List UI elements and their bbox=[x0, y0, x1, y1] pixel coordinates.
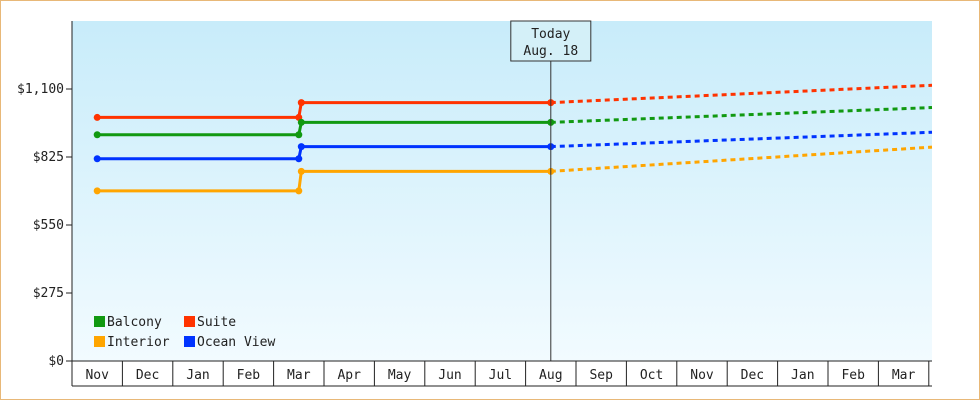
x-tick-label: Jul bbox=[489, 368, 512, 383]
data-point-ocean-view bbox=[297, 143, 305, 151]
series-ocean-view bbox=[93, 130, 933, 163]
series-line-ocean-view bbox=[97, 145, 551, 161]
legend-item-suite: Suite bbox=[184, 315, 236, 330]
y-tick-label: $825 bbox=[33, 150, 64, 165]
legend-swatch bbox=[94, 336, 105, 347]
x-tick-label: Feb bbox=[841, 368, 865, 383]
x-tick-label: Feb bbox=[237, 368, 261, 383]
legend-label: Interior bbox=[107, 335, 170, 350]
today-date: Aug. 18 bbox=[523, 44, 578, 59]
data-point-ocean-view bbox=[295, 155, 303, 163]
y-tick-label: $1,100 bbox=[17, 82, 64, 97]
legend-swatch bbox=[184, 336, 195, 347]
data-point-balcony bbox=[295, 131, 303, 139]
data-point-balcony bbox=[297, 118, 305, 126]
x-tick-label: Oct bbox=[640, 368, 663, 383]
data-point-ocean-view bbox=[93, 155, 101, 163]
series-projection-balcony bbox=[550, 106, 933, 124]
x-tick-label: Dec bbox=[136, 368, 159, 383]
data-point-suite bbox=[93, 113, 101, 121]
data-point-interior bbox=[93, 187, 101, 195]
x-tick-label: Nov bbox=[690, 368, 714, 383]
series-projection-ocean-view bbox=[550, 130, 933, 149]
x-tick-label: Jan bbox=[186, 368, 209, 383]
legend-swatch bbox=[94, 316, 105, 327]
x-tick-label: Apr bbox=[337, 368, 361, 383]
x-tick-label: Mar bbox=[287, 368, 311, 383]
data-point-interior bbox=[297, 167, 305, 175]
series-line-suite bbox=[97, 101, 551, 119]
today-marker: Today Aug. 18 bbox=[510, 20, 592, 361]
y-tick-label: $275 bbox=[33, 286, 64, 301]
x-tick-label: Nov bbox=[85, 368, 109, 383]
today-label: Today bbox=[531, 27, 570, 42]
series-projection-suite bbox=[550, 83, 933, 105]
x-tick-label: May bbox=[388, 368, 412, 383]
axes: $0 $275 $550 $825 $1,100 Nov Dec Jan Feb Mar Apr Ma… bbox=[17, 21, 932, 387]
legend: Balcony Suite Interior Ocean View bbox=[94, 315, 275, 350]
x-tick-label: Dec bbox=[741, 368, 764, 383]
data-point-suite bbox=[297, 99, 305, 107]
x-tick-label: Jun bbox=[438, 368, 461, 383]
legend-item-ocean-view: Ocean View bbox=[184, 335, 275, 350]
x-tick-label: Sep bbox=[589, 368, 613, 383]
legend-swatch bbox=[184, 316, 195, 327]
series-layer bbox=[93, 83, 933, 195]
legend-item-interior: Interior bbox=[94, 335, 170, 350]
data-point-interior bbox=[295, 187, 303, 195]
series-balcony bbox=[93, 106, 933, 139]
today-label-box bbox=[510, 20, 592, 62]
y-tick-label: $0 bbox=[48, 354, 64, 369]
x-tick-label: Jan bbox=[791, 368, 814, 383]
y-tick-label: $550 bbox=[33, 218, 64, 233]
data-point-balcony bbox=[93, 131, 101, 139]
legend-label: Ocean View bbox=[197, 335, 275, 350]
series-interior bbox=[93, 145, 933, 195]
x-tick-label: Mar bbox=[892, 368, 916, 383]
series-line-interior bbox=[97, 169, 551, 193]
legend-label: Suite bbox=[197, 315, 236, 330]
series-projection-interior bbox=[550, 145, 933, 173]
legend-label: Balcony bbox=[107, 315, 162, 330]
series-line-balcony bbox=[97, 120, 551, 137]
legend-item-balcony: Balcony bbox=[94, 315, 162, 330]
x-tick-label: Aug bbox=[539, 368, 562, 383]
